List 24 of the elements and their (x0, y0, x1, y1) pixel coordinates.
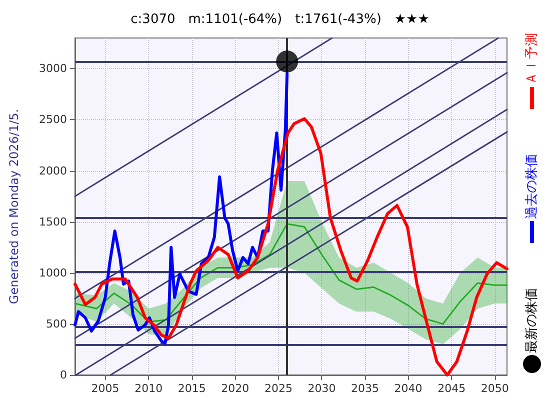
line-series (74, 223, 508, 325)
text: 最新の株価 (524, 288, 540, 353)
x-tick-label: 2040 (394, 382, 422, 395)
x-tick-label: 2005 (91, 382, 120, 395)
x-tick-label: 2050 (480, 382, 509, 395)
text: Generated on Monday 2026/1/5. (7, 108, 21, 304)
line-series (74, 72, 289, 345)
x-tick-label: 2035 (351, 382, 380, 395)
x-tick-label: 2025 (264, 382, 292, 395)
chart-title: c:3070 m:1101(-64%) t:1761(-43%) ★★★ (130, 12, 430, 27)
text: 過去の株価 (524, 154, 540, 219)
y-tick-label: 2500 (39, 113, 67, 126)
text: ＡＩ予測 (524, 33, 540, 85)
x-tick-label: 2010 (134, 382, 163, 395)
x-tick-label: 2015 (178, 382, 206, 395)
y-tick-label: 0 (60, 368, 67, 382)
y-tick-label: 2000 (39, 164, 67, 178)
y-tick-label: 1000 (39, 266, 67, 280)
y-tick-label: 500 (46, 317, 67, 330)
x-tick-label: 2020 (221, 382, 250, 395)
y-tick-label: 3000 (39, 62, 67, 76)
y-tick-label: 1500 (39, 215, 67, 228)
x-tick-label: 2030 (308, 382, 336, 395)
x-tick-label: 2045 (438, 382, 466, 395)
